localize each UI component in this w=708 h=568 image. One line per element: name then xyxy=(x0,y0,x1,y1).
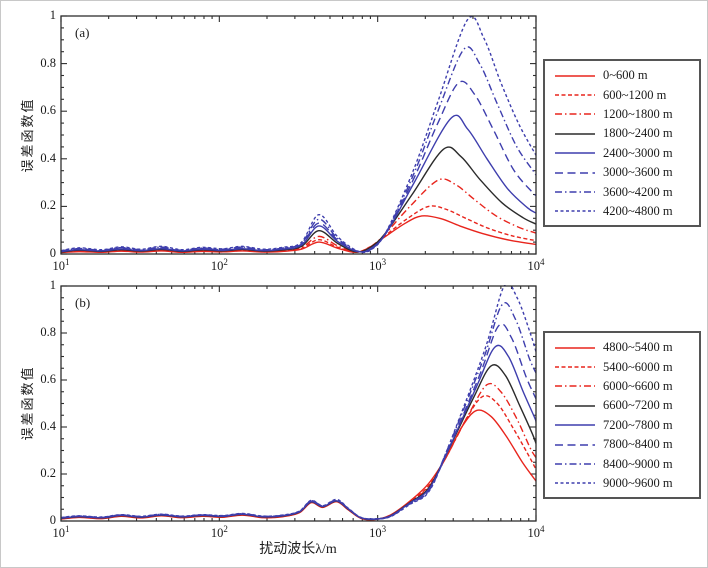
legend-entry: 4200~4800 m xyxy=(545,202,699,221)
y-tick-label: 1 xyxy=(49,8,56,22)
legend-entry: 1200~1800 m xyxy=(545,105,699,124)
legend-entry: 7800~8400 m xyxy=(545,435,699,454)
legend-line-sample xyxy=(555,191,595,193)
series-line xyxy=(61,146,536,253)
series-line xyxy=(61,80,536,253)
y-tick-label: 0.4 xyxy=(40,150,56,165)
legend-entry-label: 6600~7200 m xyxy=(603,398,673,413)
legend-entry: 600~1200 m xyxy=(545,85,699,104)
x-tick-label: 104 xyxy=(527,524,545,541)
legend-line-sample xyxy=(555,152,595,154)
legend-line-sample xyxy=(555,482,595,485)
plot-area-b xyxy=(61,285,536,521)
legend-entry-label: 0~600 m xyxy=(603,68,648,83)
y-tick-label: 0.8 xyxy=(40,55,56,70)
panel-label-b: (b) xyxy=(75,295,91,310)
series-line xyxy=(61,344,536,520)
y-tick-label: 0.2 xyxy=(40,466,56,480)
legend-line-sample xyxy=(555,385,595,388)
x-tick-label: 102 xyxy=(210,524,228,541)
axes-box xyxy=(60,285,537,522)
legend-entry: 3600~4200 m xyxy=(545,182,699,201)
series-line xyxy=(61,46,536,253)
legend-entry-label: 4200~4800 m xyxy=(603,203,673,218)
legend-entry-label: 2400~3000 m xyxy=(603,145,673,160)
y-tick-label: 0.4 xyxy=(40,419,56,433)
legend-entry-label: 6000~6600 m xyxy=(603,378,673,393)
legend-entry-label: 1200~1800 m xyxy=(603,106,673,121)
legend-entry: 3000~3600 m xyxy=(545,163,699,182)
axes-box xyxy=(60,15,537,255)
legend-entry: 4800~5400 m xyxy=(545,338,699,357)
x-axis-label: 扰动波长λ/m xyxy=(259,542,337,557)
series-line xyxy=(61,178,536,254)
legend-line-sample xyxy=(555,210,595,213)
x-tick-label: 104 xyxy=(527,257,545,274)
legend-entry-label: 7200~7800 m xyxy=(603,417,673,432)
x-tick-label: 101 xyxy=(52,524,70,541)
x-tick-label: 103 xyxy=(369,524,387,541)
legend-line-sample xyxy=(555,94,595,96)
x-tick-label: 101 xyxy=(52,257,70,274)
legend-line-sample xyxy=(555,424,595,426)
legend-entry: 5400~6000 m xyxy=(545,357,699,376)
y-tick-label: 0.2 xyxy=(40,198,56,213)
legend-entry: 7200~7800 m xyxy=(545,416,699,435)
legend-entry: 1800~2400 m xyxy=(545,124,699,143)
legend-line-sample xyxy=(555,74,595,77)
legend-line-sample xyxy=(555,171,595,174)
legend-entry-label: 1800~2400 m xyxy=(603,126,673,141)
legend-entry: 9000~9600 m xyxy=(545,474,699,493)
x-tick-label: 102 xyxy=(210,257,228,274)
legend-entry: 0~600 m xyxy=(545,66,699,85)
legend-line-sample xyxy=(555,346,595,349)
legend-b: 4800~5400 m 5400~6000 m 6000~6600 m 6600~72… xyxy=(543,331,701,499)
series-line xyxy=(61,409,536,521)
legend-entry-label: 4800~5400 m xyxy=(603,340,673,355)
legend-line-sample xyxy=(555,443,595,446)
legend-entry-label: 5400~6000 m xyxy=(603,359,673,374)
legend-entry-label: 600~1200 m xyxy=(603,87,667,102)
y-tick-label: 1 xyxy=(49,278,56,292)
y-tick-label: 0 xyxy=(49,246,56,260)
legend-entry: 2400~3000 m xyxy=(545,144,699,163)
x-tick-label: 103 xyxy=(369,257,387,274)
legend-a: 0~600 m 600~1200 m 1200~1800 m 1800~2400 m 2… xyxy=(543,59,701,227)
legend-entry-label: 9000~9600 m xyxy=(603,475,673,490)
legend-line-sample xyxy=(555,405,595,407)
legend-line-sample xyxy=(555,133,595,135)
legend-entry-label: 3600~4200 m xyxy=(603,184,673,199)
series-line xyxy=(61,205,536,254)
legend-entry: 8400~9000 m xyxy=(545,454,699,473)
plot-area-a xyxy=(61,15,536,254)
legend-line-sample xyxy=(555,113,595,116)
legend-entry-label: 7800~8400 m xyxy=(603,437,673,452)
y-tick-label: 0.8 xyxy=(40,325,56,339)
series-line xyxy=(61,15,536,254)
y-tick-label: 0.6 xyxy=(40,372,56,386)
legend-entry-label: 3000~3600 m xyxy=(603,165,673,180)
y-tick-label: 0 xyxy=(49,513,56,527)
legend-entry: 6000~6600 m xyxy=(545,377,699,396)
series-line xyxy=(61,114,536,253)
panel-label-a: (a) xyxy=(75,25,90,40)
series-line xyxy=(61,285,536,520)
legend-line-sample xyxy=(555,463,595,465)
legend-entry: 6600~7200 m xyxy=(545,396,699,415)
legend-entry-label: 8400~9000 m xyxy=(603,456,673,471)
legend-line-sample xyxy=(555,366,595,368)
y-tick-label: 0.6 xyxy=(40,103,56,118)
series-line xyxy=(61,364,536,521)
